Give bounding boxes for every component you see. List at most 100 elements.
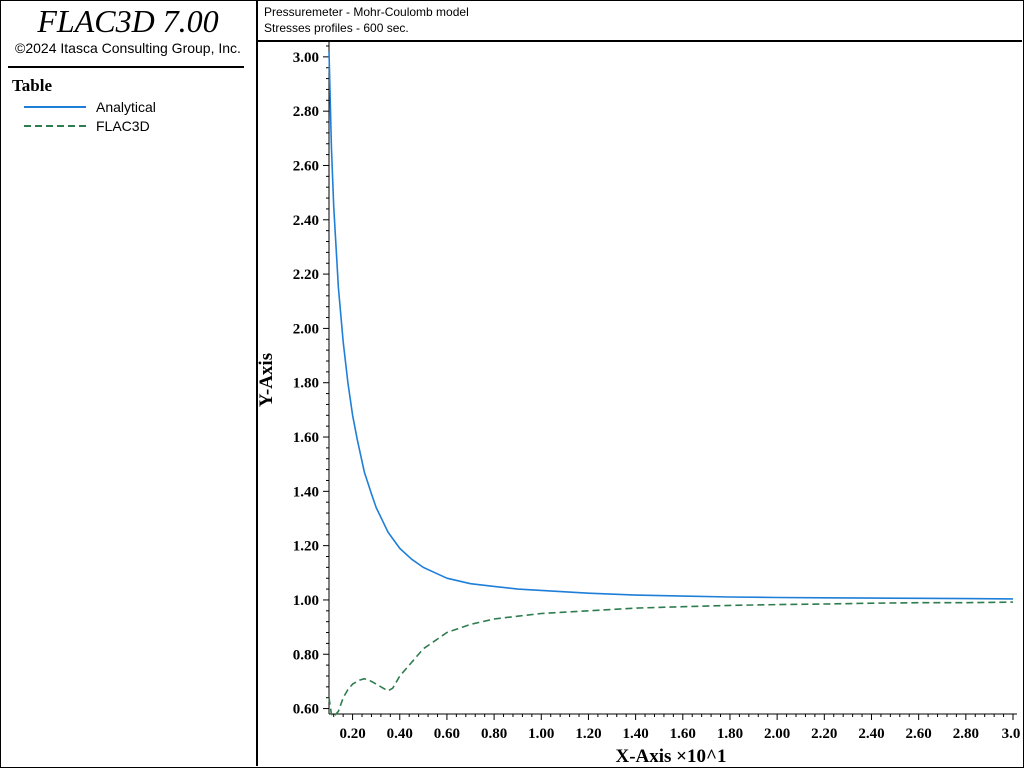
legend-title: Table bbox=[12, 76, 53, 95]
x-tick-label: 2.60 bbox=[906, 726, 932, 742]
y-tick-label: 2.80 bbox=[293, 104, 319, 120]
data-point bbox=[343, 341, 344, 342]
data-point bbox=[333, 716, 334, 717]
data-point bbox=[411, 559, 412, 560]
x-tick-label: 0.20 bbox=[339, 726, 365, 742]
legend-item-label: FLAC3D bbox=[96, 118, 150, 134]
data-point bbox=[338, 711, 339, 712]
series-flac3d bbox=[328, 601, 1014, 718]
x-tick-label: 2.00 bbox=[764, 726, 790, 742]
x-tick-label: 2.40 bbox=[858, 726, 884, 742]
x-tick-label: 1.60 bbox=[670, 726, 696, 742]
y-tick-label: 2.40 bbox=[293, 213, 319, 229]
x-tick-label: 1.40 bbox=[622, 726, 648, 742]
data-point bbox=[371, 493, 372, 494]
data-point bbox=[682, 596, 683, 597]
dashed-line-swatch-icon bbox=[24, 125, 86, 127]
data-point bbox=[387, 531, 388, 532]
x-tick-label: 2.20 bbox=[811, 726, 837, 742]
data-point bbox=[588, 610, 589, 611]
plot-title: Pressuremeter - Mohr-Coulomb model bbox=[264, 5, 469, 19]
data-point bbox=[435, 572, 436, 573]
data-point bbox=[446, 632, 447, 633]
series-line bbox=[328, 601, 1014, 718]
divider bbox=[8, 66, 244, 68]
data-point bbox=[918, 602, 919, 603]
data-point bbox=[328, 51, 329, 52]
data-point bbox=[399, 548, 400, 549]
data-point bbox=[423, 567, 424, 568]
data-point bbox=[777, 597, 778, 598]
data-point bbox=[871, 597, 872, 598]
x-tick-label: 0.40 bbox=[387, 726, 413, 742]
x-tick-label: 1.00 bbox=[528, 726, 554, 742]
data-point bbox=[376, 684, 377, 685]
x-tick-label: 1.20 bbox=[575, 726, 601, 742]
data-point bbox=[331, 713, 332, 714]
data-point bbox=[423, 648, 424, 649]
y-tick-label: 3.00 bbox=[293, 50, 319, 66]
data-point bbox=[331, 146, 332, 147]
data-point bbox=[328, 697, 329, 698]
data-point bbox=[446, 578, 447, 579]
data-point bbox=[392, 688, 393, 689]
y-tick-label: 0.80 bbox=[293, 647, 319, 663]
x-tick-label: 0.80 bbox=[481, 726, 507, 742]
data-point bbox=[333, 206, 334, 207]
x-tick-label: 2.80 bbox=[953, 726, 979, 742]
data-point bbox=[494, 618, 495, 619]
plot-subtitle: Stresses profiles - 600 sec. bbox=[264, 21, 409, 35]
data-point bbox=[338, 287, 339, 288]
data-point bbox=[824, 597, 825, 598]
series-line bbox=[328, 51, 1014, 600]
data-point bbox=[347, 689, 348, 690]
x-tick-label: 0.60 bbox=[434, 726, 460, 742]
data-point bbox=[470, 583, 471, 584]
data-point bbox=[343, 697, 344, 698]
legend-item-label: Analytical bbox=[96, 99, 156, 115]
data-point bbox=[635, 594, 636, 595]
app-title: FLAC3D 7.00 bbox=[37, 3, 219, 39]
data-point bbox=[383, 688, 384, 689]
data-point bbox=[359, 679, 360, 680]
data-point bbox=[729, 596, 730, 597]
series-analytical bbox=[328, 51, 1014, 600]
data-point bbox=[435, 640, 436, 641]
data-point bbox=[411, 662, 412, 663]
y-tick-label: 1.80 bbox=[293, 376, 319, 392]
data-point bbox=[470, 624, 471, 625]
solid-line-swatch-icon bbox=[24, 106, 86, 108]
data-point bbox=[364, 678, 365, 679]
data-point bbox=[965, 598, 966, 599]
data-point bbox=[494, 586, 495, 587]
y-tick-label: 0.60 bbox=[293, 702, 319, 718]
data-point bbox=[371, 681, 372, 682]
data-point bbox=[517, 588, 518, 589]
data-point bbox=[635, 607, 636, 608]
data-point bbox=[541, 590, 542, 591]
y-tick-label: 1.60 bbox=[293, 430, 319, 446]
x-tick-label: 1.80 bbox=[717, 726, 743, 742]
data-point bbox=[1012, 598, 1013, 599]
data-point bbox=[588, 593, 589, 594]
data-point bbox=[1012, 602, 1013, 603]
data-point bbox=[376, 507, 377, 508]
data-point bbox=[364, 472, 365, 473]
data-point bbox=[918, 598, 919, 599]
data-point bbox=[387, 690, 388, 691]
data-point bbox=[347, 382, 348, 383]
y-tick-label: 2.60 bbox=[293, 158, 319, 174]
data-point bbox=[352, 415, 353, 416]
legend-panel: FLAC3D 7.00 ©2024 Itasca Consulting Grou… bbox=[0, 0, 258, 766]
plot-header: Pressuremeter - Mohr-Coulomb model Stres… bbox=[258, 0, 1022, 42]
x-axis-label: X-Axis ×10^1 bbox=[615, 746, 726, 766]
y-tick-label: 1.40 bbox=[293, 484, 319, 500]
data-point bbox=[357, 439, 358, 440]
data-point bbox=[517, 616, 518, 617]
data-point bbox=[729, 605, 730, 606]
data-point bbox=[541, 613, 542, 614]
data-point bbox=[965, 602, 966, 603]
data-point bbox=[682, 606, 683, 607]
chart-plot-area: 0.60 0.80 1.00 1.20 1.40 1.60 1.80 2.00 2.20 2.40… bbox=[258, 42, 1020, 766]
data-point bbox=[399, 675, 400, 676]
